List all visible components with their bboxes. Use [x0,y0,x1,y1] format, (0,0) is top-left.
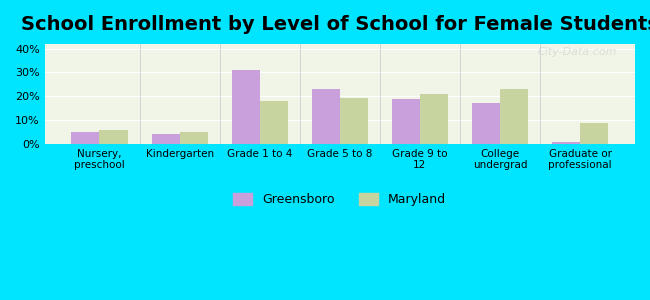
Title: School Enrollment by Level of School for Female Students: School Enrollment by Level of School for… [21,15,650,34]
Bar [231,70,260,144]
Bar [260,101,288,144]
Bar [72,132,99,144]
Bar [99,130,127,144]
Bar [500,89,528,144]
Bar [340,98,368,144]
Bar [420,94,448,144]
Bar [179,132,207,144]
Bar [552,142,580,144]
Legend: Greensboro, Maryland: Greensboro, Maryland [228,188,451,211]
Text: City-Data.com: City-Data.com [538,47,618,57]
Bar [312,89,340,144]
Bar [392,99,420,144]
Bar [472,103,500,144]
Bar [151,134,179,144]
Bar [580,122,608,144]
